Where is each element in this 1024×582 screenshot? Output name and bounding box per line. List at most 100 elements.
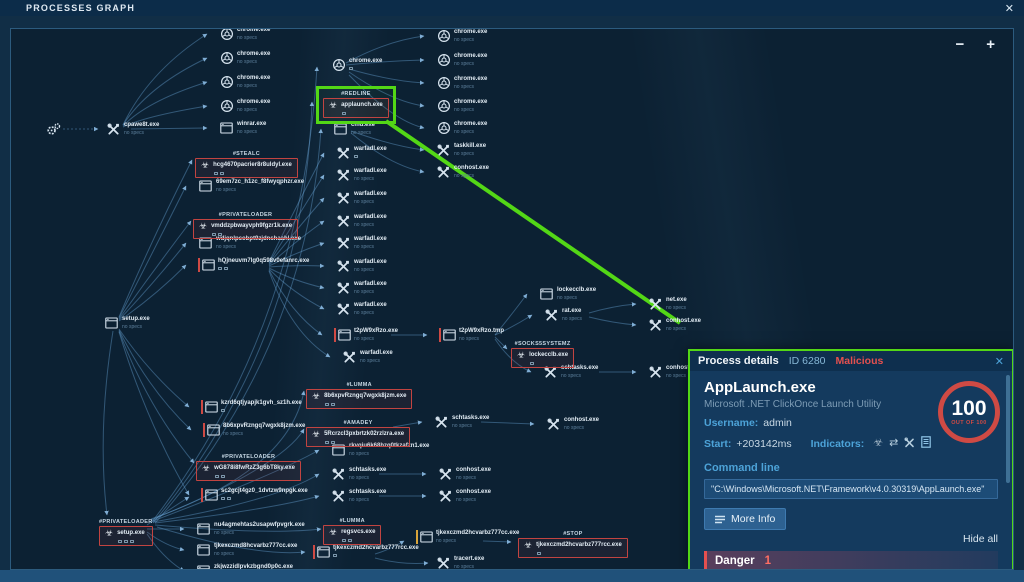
process-name-label: winrar.exe (237, 121, 267, 127)
command-line-value[interactable]: "C:\Windows\Microsoft.NET\Framework\v4.0… (704, 479, 998, 499)
process-node[interactable]: winrar.exe no specs (219, 121, 266, 135)
process-node-malicious[interactable]: #REDLINE ☣ applaunch.exe (316, 86, 396, 124)
process-node[interactable]: hQjneuvm7lg0q598v0efanrc.exe (198, 258, 309, 272)
danger-label: Danger (715, 555, 755, 567)
process-node[interactable]: 8b6xpvRzngq7wgxk8jzm.exe no specs (203, 423, 305, 437)
process-node[interactable]: tjkexczmd2hcvarbz777rcc.exe (313, 545, 419, 559)
process-node[interactable]: t2pW9xRzo.tmp no specs (439, 328, 504, 342)
process-node[interactable]: lockecclb.exe no specs (539, 287, 596, 301)
page-title: PROCESSES GRAPH (26, 3, 136, 13)
zoom-in-button[interactable]: + (986, 36, 995, 53)
more-info-button[interactable]: More Info (704, 508, 787, 530)
process-node[interactable]: cmd.exe no specs (333, 122, 375, 136)
process-node[interactable]: 69em7zc_h1zc_f8fwyqphzr.exe no specs (198, 179, 304, 193)
process-name-label: 8b6xpvRzngq7wgxk8jzm.exe (223, 423, 306, 429)
process-node[interactable]: chrome.exe no specs (436, 99, 487, 113)
process-node[interactable]: setup.exe no specs (104, 316, 150, 330)
process-node[interactable]: net.exe no specs (648, 297, 687, 311)
spec-icon (214, 172, 218, 175)
process-node[interactable]: warfadl.exe no specs (336, 302, 387, 316)
process-node-malicious[interactable]: #STOP ☣ tjkexczmd2hcvarbz777rcc.exe (518, 531, 628, 558)
process-node[interactable]: sc2gcjt4gz0_1dvtzw9npgk.exe (201, 488, 308, 502)
process-node[interactable]: warfadl.exe no specs (342, 350, 393, 364)
process-node[interactable]: conhost.exe no specs (438, 467, 491, 481)
graph-nodes: chrome.exe no specs chrome.exe no specs chro… (11, 29, 1013, 569)
spec-icon (227, 497, 231, 501)
process-specs-label: no specs (354, 267, 375, 274)
process-node[interactable]: tjkexczmd2hcvarbz777cc.exe no specs (416, 530, 519, 544)
process-node[interactable]: taskkill.exe no specs (436, 143, 486, 157)
process-node[interactable]: chrome.exe no specs (219, 75, 270, 89)
process-node[interactable]: conhost.exe no specs (648, 318, 701, 332)
process-node[interactable]: conhost.exe no specs (438, 489, 491, 503)
tools-icon (336, 146, 351, 160)
process-node-malicious[interactable]: #STEALC ☣ hcg4670pacrier8r8uldyl.exe (195, 151, 298, 178)
tools-icon (436, 143, 451, 157)
process-node[interactable]: schtasks.exe no specs (331, 467, 386, 481)
process-node[interactable]: chrome.exe no specs (219, 99, 270, 113)
processes-graph-canvas[interactable]: chrome.exe no specs chrome.exe no specs chro… (10, 28, 1014, 570)
process-name-label: wdjqnlpcobpt9zjdnshaahl.exe (216, 236, 302, 242)
process-node[interactable]: warfadl.exe no specs (336, 259, 387, 273)
process-node[interactable]: chrome.exe no specs (436, 76, 487, 90)
process-node[interactable]: warfadl.exe no specs (336, 236, 387, 250)
process-node[interactable]: warfadl.exe no specs (336, 168, 387, 182)
process-node[interactable]: chrome.exe (331, 58, 382, 72)
process-node-malicious[interactable]: #SOCKS5SYSTEMZ ☣ lockecclb.exe (511, 341, 575, 368)
hide-all-link[interactable]: Hide all (962, 533, 998, 545)
process-node[interactable]: conhost.exe no specs (648, 365, 701, 379)
tools-icon (436, 165, 451, 179)
process-node[interactable]: chrome.exe no specs (436, 29, 487, 43)
process-node[interactable]: t2pW9xRzo.exe no specs (334, 328, 398, 342)
process-node[interactable]: warfadl.exe (336, 146, 387, 160)
process-node-malicious[interactable]: #PRIVATELOADER ☣ wG878i8fwRzZ3g6bT8ky.exe (196, 454, 302, 481)
process-node[interactable]: schtasks.exe no specs (434, 415, 489, 429)
panel-scrollbar[interactable] (1006, 375, 1010, 483)
process-node[interactable]: chrome.exe no specs (436, 53, 487, 67)
process-specs-label: no specs (351, 130, 372, 137)
process-node[interactable] (46, 122, 61, 136)
process-node[interactable]: kzrd6qtjyapjk1gvh_sz1h.exe (201, 400, 302, 414)
process-name-label: hQjneuvm7lg0q598v0efanrc.exe (218, 258, 310, 264)
process-specs-label: no specs (360, 358, 381, 365)
process-name-label: tjkexczmd2hcvarbz777cc.exe (436, 530, 520, 536)
zoom-out-button[interactable]: − (955, 36, 965, 53)
spec-icon (325, 403, 329, 406)
process-node[interactable]: conhost.exe no specs (436, 165, 489, 179)
tools-icon (648, 318, 663, 332)
process-name-label: lockecclb.exe (557, 287, 597, 293)
process-name-label: chrome.exe (454, 53, 488, 59)
process-node-malicious[interactable]: #PRIVATELOADER ☣ setup.exe (99, 519, 153, 546)
process-node[interactable]: conhost.exe no specs (546, 417, 599, 431)
process-node[interactable]: schtasks.exe no specs (543, 365, 598, 379)
process-node-malicious[interactable]: #AMADEY ☣ 5Rcrzcl3pxbrtzk02rzlzra.exe (306, 420, 411, 447)
process-specs-label: no specs (124, 130, 145, 137)
process-node[interactable]: nu4agmehtas2usapwfpvgrk.exe no specs (196, 522, 305, 536)
close-icon[interactable]: ✕ (1004, 2, 1014, 15)
process-specs-label: no specs (557, 295, 578, 302)
process-name-label: chrome.exe (454, 76, 488, 82)
process-name-label: chrome.exe (454, 99, 488, 105)
process-node-malicious[interactable]: #PRIVATELOADER ☣ vmddzpbwayvph9fgzr1k.exe (193, 212, 299, 239)
process-node[interactable]: warfadl.exe no specs (336, 214, 387, 228)
window-icon (333, 122, 348, 136)
process-name-label: setup.exe (122, 316, 150, 322)
panel-close-icon[interactable]: ✕ (994, 355, 1004, 368)
tools-icon (438, 489, 453, 503)
danger-alert[interactable]: Danger 1 REDLINE has been detected (YARA… (704, 551, 998, 569)
process-node[interactable]: warfadl.exe no specs (336, 281, 387, 295)
process-node[interactable]: schtasks.exe no specs (331, 489, 386, 503)
process-node-malicious[interactable]: #LUMMA ☣ regsvcs.exe (323, 518, 382, 545)
process-node[interactable]: warfadl.exe no specs (336, 191, 387, 205)
process-node[interactable]: tracert.exe no specs (436, 556, 484, 569)
process-node[interactable]: cpawe8t.exe no specs (106, 122, 159, 136)
indicators-label: Indicators: (810, 437, 865, 450)
process-node[interactable]: chrome.exe no specs (219, 29, 270, 41)
process-node[interactable]: chrome.exe no specs (219, 51, 270, 65)
window-icon (416, 530, 433, 544)
process-node-malicious[interactable]: #LUMMA ☣ 8b6xpvRzngq7wgxk8jzm.exe (306, 382, 413, 409)
process-node[interactable]: chrome.exe no specs (436, 121, 487, 135)
process-node[interactable]: tjkexczmd8hcvarbz777cc.exe no specs (196, 543, 297, 557)
process-node[interactable]: rat.exe no specs (544, 308, 582, 322)
